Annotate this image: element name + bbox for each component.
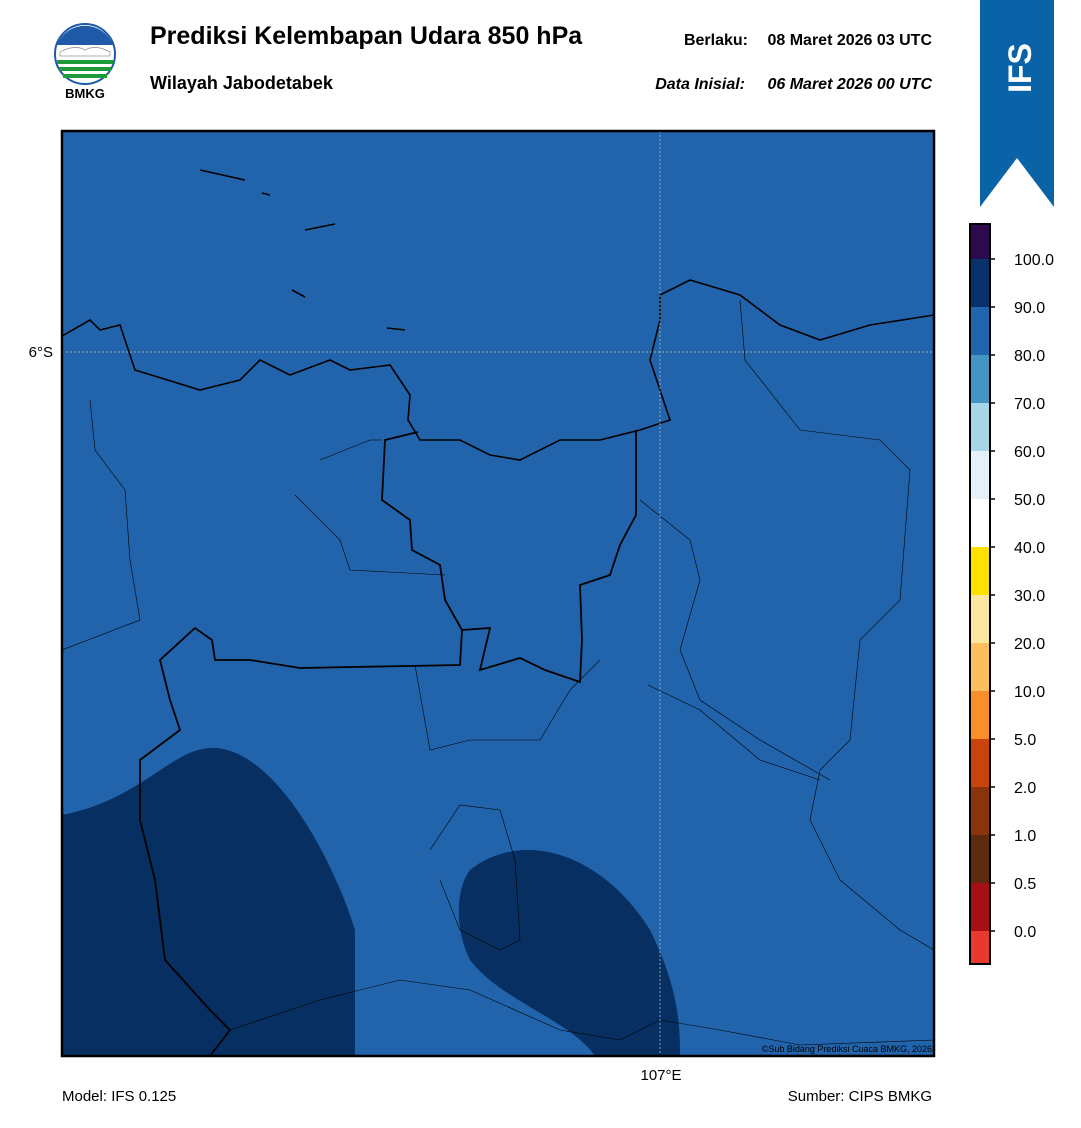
colorbar-label: 2.0 (1014, 780, 1036, 797)
regency-border (62, 299, 934, 1046)
colorbar-segment (970, 547, 990, 595)
colorbar-label: 90.0 (1014, 300, 1045, 317)
initial-label: Data Inisial: (655, 76, 745, 93)
footer-source: Sumber: CIPS BMKG (788, 1088, 932, 1105)
map: ©Sub Bidang Prediksi Cuaca BMKG, 2026 (62, 131, 934, 1056)
colorbar-label: 30.0 (1014, 588, 1045, 605)
colorbar-label: 20.0 (1014, 636, 1045, 653)
colorbar-segment (970, 499, 990, 547)
logo-text: BMKG (65, 86, 105, 101)
colorbar-segment (970, 259, 990, 307)
humid-zone (458, 850, 680, 1056)
colorbar: 0.0 0.5 1.0 2.0 5.0 10.0 20.0 30.0 40.0 50.0 60.0 7… (969, 223, 1054, 965)
valid-date: 08 Maret 2026 03 UTC (767, 32, 932, 49)
logo: BMKG (54, 23, 116, 101)
colorbar-label: 5.0 (1014, 732, 1036, 749)
subtitle: Wilayah Jabodetabek (150, 73, 334, 93)
credit: ©Sub Bidang Prediksi Cuaca BMKG, 2026 (762, 1044, 932, 1054)
colorbar-segment (970, 787, 990, 835)
colorbar-label: 50.0 (1014, 492, 1045, 509)
province-border (139, 430, 637, 1056)
colorbar-label: 0.0 (1014, 924, 1036, 941)
badge-text: IFS (1002, 43, 1038, 93)
colorbar-segment (970, 931, 990, 964)
colorbar-segment (970, 224, 990, 259)
colorbar-frame (969, 223, 991, 965)
footer-model: Model: IFS 0.125 (62, 1088, 176, 1105)
lat-label: 6°S (29, 344, 53, 361)
colorbar-segment (970, 595, 990, 643)
colorbar-label: 40.0 (1014, 540, 1045, 557)
colorbar-label: 80.0 (1014, 348, 1045, 365)
colorbar-label: 1.0 (1014, 828, 1036, 845)
valid-label: Berlaku: (684, 32, 748, 49)
colorbar-segment (970, 403, 990, 451)
coastline (62, 169, 934, 461)
colorbar-label: 100.0 (1014, 252, 1054, 269)
initial-date: 06 Maret 2026 00 UTC (767, 76, 932, 93)
lon-label: 107°E (640, 1067, 681, 1084)
colorbar-label: 10.0 (1014, 684, 1045, 701)
colorbar-label: 0.5 (1014, 876, 1036, 893)
colorbar-segment (970, 451, 990, 499)
map-frame (60, 129, 936, 1058)
colorbar-segment (970, 883, 990, 931)
colorbar-segment (970, 643, 990, 691)
colorbar-segment (970, 739, 990, 787)
colorbar-segment (970, 691, 990, 739)
badge (980, 0, 1054, 207)
colorbar-label: 70.0 (1014, 396, 1045, 413)
colorbar-segment (970, 307, 990, 355)
colorbar-label: 60.0 (1014, 444, 1045, 461)
colorbar-segment (970, 835, 990, 883)
colorbar-segment (970, 355, 990, 403)
title: Prediksi Kelembapan Udara 850 hPa (150, 22, 583, 50)
humid-zone (62, 747, 355, 1056)
